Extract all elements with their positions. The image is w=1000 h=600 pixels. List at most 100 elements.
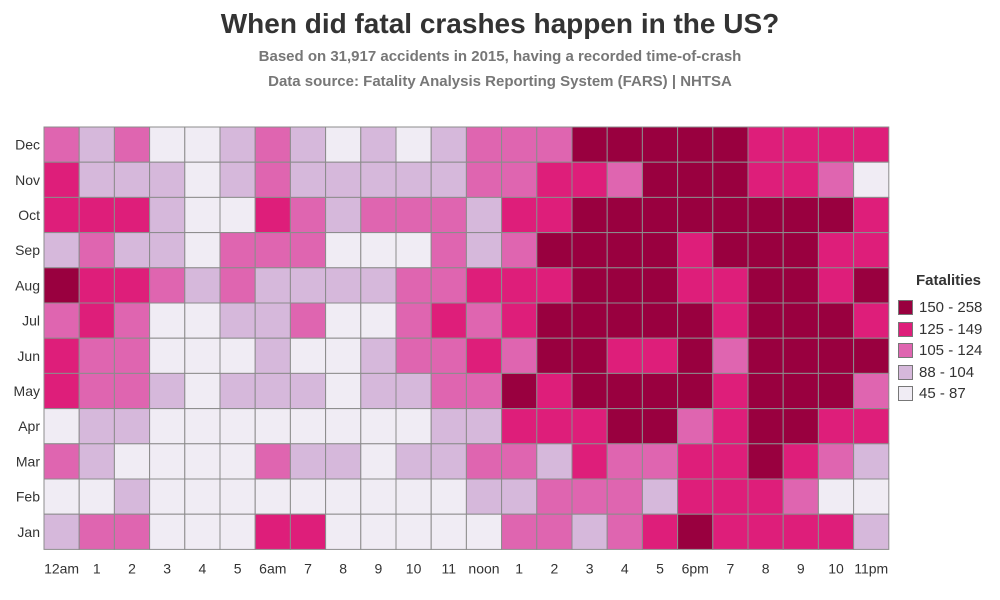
heatmap-cell — [360, 337, 397, 374]
heatmap-cell — [536, 126, 573, 163]
heatmap-cell — [289, 408, 327, 445]
heatmap-cell — [219, 337, 256, 374]
heatmap-cell — [853, 443, 890, 480]
heatmap-cell — [571, 372, 608, 410]
heatmap-cell — [747, 443, 784, 480]
heatmap-cell — [395, 267, 432, 304]
legend-item: 150 - 258 — [898, 297, 982, 319]
heatmap-cell — [853, 196, 890, 234]
heatmap-cell — [289, 337, 327, 374]
heatmap-cell — [289, 161, 327, 198]
heatmap-cell — [78, 267, 115, 304]
heatmap-cell — [501, 267, 538, 304]
heatmap-cell — [712, 372, 749, 410]
heatmap-cell — [113, 161, 151, 198]
legend-swatch — [898, 386, 913, 402]
heatmap-cell — [712, 232, 749, 269]
y-tick-label: Mar — [16, 453, 40, 469]
heatmap-cell — [641, 408, 679, 445]
heatmap-cell — [149, 372, 186, 410]
heatmap-cell — [747, 126, 784, 163]
heatmap-cell — [571, 161, 608, 198]
heatmap-cell — [289, 372, 327, 410]
heatmap-cell — [149, 443, 186, 480]
heatmap-cell — [747, 161, 784, 198]
heatmap-cell — [113, 232, 151, 269]
x-tick-label: noon — [468, 560, 499, 576]
heatmap-cell — [712, 513, 749, 550]
heatmap-cell — [782, 443, 819, 480]
heatmap-cell — [712, 443, 749, 480]
heatmap-cell — [430, 302, 467, 339]
legend-swatch — [898, 343, 913, 359]
heatmap-cell — [606, 408, 643, 445]
heatmap-cell — [606, 161, 643, 198]
y-tick-label: Jul — [22, 313, 40, 329]
heatmap-cell — [817, 337, 855, 374]
heatmap-cell — [571, 126, 608, 163]
heatmap-cell — [641, 232, 679, 269]
heatmap-cell — [641, 337, 679, 374]
heatmap-cell — [465, 513, 503, 550]
heatmap-cell — [677, 513, 714, 550]
x-tick-label: 7 — [727, 560, 735, 576]
heatmap-cell — [606, 232, 643, 269]
heatmap-cell — [184, 196, 221, 234]
heatmap-cell — [853, 478, 890, 515]
heatmap-cell — [184, 478, 221, 515]
heatmap-cell — [325, 478, 362, 515]
heatmap-cell — [360, 302, 397, 339]
heatmap-cell — [641, 443, 679, 480]
heatmap-cell — [430, 337, 467, 374]
heatmap-cell — [43, 337, 80, 374]
heatmap-cell — [360, 372, 397, 410]
heatmap-cell — [184, 443, 221, 480]
heatmap-cell — [465, 126, 503, 163]
heatmap-cell — [501, 196, 538, 234]
heatmap-cell — [641, 126, 679, 163]
heatmap-cell — [677, 337, 714, 374]
heatmap-cell — [677, 232, 714, 269]
heatmap-cell — [289, 196, 327, 234]
heatmap-cell — [677, 161, 714, 198]
heatmap-cell — [325, 232, 362, 269]
heatmap-cell — [641, 372, 679, 410]
heatmap-cell — [289, 126, 327, 163]
heatmap-cell — [853, 302, 890, 339]
y-tick-label: Dec — [15, 137, 40, 153]
heatmap-cell — [536, 161, 573, 198]
heatmap-cell — [501, 443, 538, 480]
heatmap-cell — [430, 443, 467, 480]
heatmap-cell — [677, 196, 714, 234]
legend-item: 88 - 104 — [898, 362, 982, 384]
heatmap-cell — [430, 161, 467, 198]
heatmap-cell — [289, 267, 327, 304]
y-tick-label: Nov — [15, 172, 40, 188]
heatmap-cell — [571, 267, 608, 304]
heatmap-cell — [465, 161, 503, 198]
legend-swatch — [898, 364, 913, 380]
heatmap-cell — [43, 196, 80, 234]
heatmap-cell — [149, 126, 186, 163]
heatmap-cell — [325, 408, 362, 445]
heatmap-cell — [571, 408, 608, 445]
heatmap-cell — [78, 408, 115, 445]
heatmap-cell — [360, 443, 397, 480]
heatmap-cell — [782, 126, 819, 163]
heatmap-cell — [501, 372, 538, 410]
heatmap-cell — [113, 408, 151, 445]
heatmap-cell — [465, 337, 503, 374]
heatmap-cell — [641, 478, 679, 515]
x-tick-label: 1 — [93, 560, 101, 576]
heatmap-cell — [606, 302, 643, 339]
heatmap-cell — [677, 478, 714, 515]
heatmap-cell — [184, 372, 221, 410]
heatmap-cell — [571, 302, 608, 339]
heatmap-cell — [782, 513, 819, 550]
heatmap-cell — [817, 196, 855, 234]
heatmap-cell — [149, 302, 186, 339]
heatmap-cell — [430, 126, 467, 163]
x-tick-label: 6pm — [682, 560, 709, 576]
legend-label: 45 - 87 — [919, 385, 966, 403]
heatmap-cell — [465, 443, 503, 480]
